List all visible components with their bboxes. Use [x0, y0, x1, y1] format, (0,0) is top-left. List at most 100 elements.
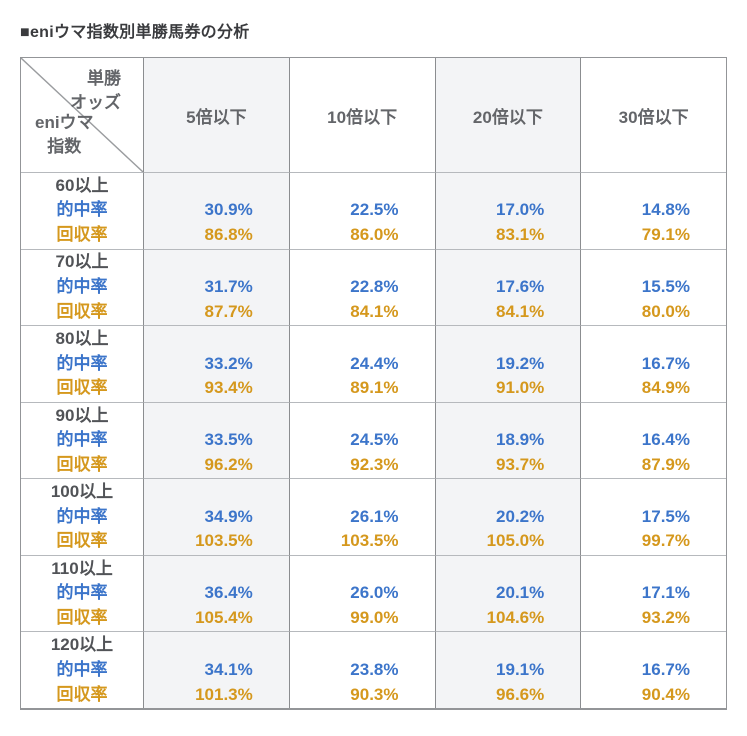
odds-axis-label: 単勝 オッズ	[70, 69, 121, 112]
data-cell: 31.7% 87.7%	[143, 248, 289, 326]
hit-rate-label: 的中率	[56, 506, 108, 526]
recovery-rate-value: 96.2%	[204, 454, 253, 474]
row-label-cell: 70以上 的中率 回収率	[21, 248, 143, 326]
hit-rate-label: 的中率	[56, 353, 108, 373]
hit-rate-value: 17.6%	[496, 277, 545, 297]
hit-rate-value: 16.7%	[641, 353, 690, 373]
recovery-rate-value: 99.7%	[641, 531, 690, 551]
hit-rate-value: 16.7%	[641, 659, 690, 679]
data-cell: 15.5% 80.0%	[580, 248, 726, 326]
recovery-rate-value: 93.7%	[496, 454, 545, 474]
row-label-cell: 90以上 的中率 回収率	[21, 401, 143, 479]
recovery-rate-value: 90.4%	[641, 684, 690, 704]
hit-rate-label: 的中率	[56, 430, 108, 450]
recovery-rate-label: 回収率	[56, 301, 108, 321]
data-cell: 33.2% 93.4%	[143, 325, 289, 402]
hit-rate-value: 24.4%	[350, 353, 399, 373]
hit-rate-value: 20.1%	[496, 583, 545, 603]
row-label: 90以上	[55, 405, 109, 425]
hit-rate-value: 36.4%	[204, 583, 253, 603]
column-header: 30倍以下	[580, 58, 726, 172]
hit-rate-value: 17.1%	[641, 583, 690, 603]
recovery-rate-value: 105.0%	[486, 531, 545, 551]
data-cell: 24.5% 92.3%	[288, 401, 435, 479]
data-cell: 19.2% 91.0%	[434, 325, 581, 402]
recovery-rate-value: 86.8%	[204, 225, 253, 245]
row-label: 120以上	[50, 635, 114, 655]
row-label: 70以上	[55, 252, 109, 272]
recovery-rate-value: 103.5%	[340, 531, 399, 551]
recovery-rate-value: 99.0%	[350, 607, 399, 627]
data-cell: 26.1% 103.5%	[288, 478, 435, 555]
row-label: 110以上	[51, 558, 113, 578]
hit-rate-value: 19.1%	[496, 659, 545, 679]
data-cell: 20.2% 105.0%	[434, 478, 581, 555]
recovery-rate-value: 103.5%	[195, 531, 253, 551]
hit-rate-value: 23.8%	[350, 659, 399, 679]
hit-rate-label: 的中率	[56, 277, 108, 297]
data-cell: 34.9% 103.5%	[143, 478, 289, 555]
recovery-rate-value: 86.0%	[350, 225, 399, 245]
page-title: ■eniウマ指数別単勝馬券の分析	[20, 24, 250, 41]
data-cell: 17.5% 99.7%	[580, 478, 726, 555]
recovery-rate-value: 84.1%	[350, 301, 399, 321]
recovery-rate-label: 回収率	[56, 607, 108, 627]
data-cell: 22.8% 84.1%	[288, 248, 435, 326]
recovery-rate-value: 96.6%	[496, 684, 545, 704]
recovery-rate-value: 84.9%	[641, 378, 690, 398]
row-label: 60以上	[55, 175, 109, 195]
column-header: 20倍以下	[434, 58, 581, 172]
recovery-rate-label: 回収率	[56, 225, 108, 245]
corner-header-cell: 単勝 オッズ eniウマ 指数	[21, 58, 143, 172]
hit-rate-value: 17.0%	[496, 200, 545, 220]
index-axis-label: eniウマ 指数	[35, 113, 94, 156]
data-cell: 17.6% 84.1%	[434, 248, 581, 326]
data-cell: 24.4% 89.1%	[288, 325, 435, 402]
recovery-rate-value: 90.3%	[350, 684, 399, 704]
hit-rate-label: 的中率	[56, 200, 108, 220]
column-header: 10倍以下	[288, 58, 435, 172]
data-cell: 36.4% 105.4%	[143, 554, 289, 632]
hit-rate-value: 34.1%	[204, 659, 253, 679]
recovery-rate-value: 105.4%	[195, 607, 253, 627]
recovery-rate-value: 91.0%	[496, 378, 545, 398]
recovery-rate-value: 93.2%	[641, 607, 690, 627]
data-cell: 16.7% 84.9%	[580, 325, 726, 402]
data-cell: 17.0% 83.1%	[434, 172, 581, 249]
hit-rate-value: 31.7%	[204, 277, 253, 297]
hit-rate-value: 33.2%	[204, 353, 253, 373]
hit-rate-value: 33.5%	[204, 430, 253, 450]
data-cell: 22.5% 86.0%	[288, 172, 435, 249]
row-label-cell: 120以上 的中率 回収率	[21, 631, 143, 708]
data-cell: 23.8% 90.3%	[288, 631, 435, 708]
hit-rate-value: 18.9%	[496, 430, 545, 450]
hit-rate-label: 的中率	[56, 659, 108, 679]
row-label-cell: 110以上 的中率 回収率	[21, 554, 143, 632]
data-cell: 20.1% 104.6%	[434, 554, 581, 632]
recovery-rate-label: 回収率	[56, 684, 108, 704]
recovery-rate-value: 93.4%	[204, 378, 253, 398]
recovery-rate-value: 101.3%	[195, 684, 253, 704]
hit-rate-value: 30.9%	[204, 200, 253, 220]
hit-rate-value: 26.0%	[350, 583, 399, 603]
hit-rate-value: 17.5%	[641, 506, 690, 526]
recovery-rate-label: 回収率	[56, 531, 108, 551]
data-cell: 33.5% 96.2%	[143, 401, 289, 479]
recovery-rate-value: 84.1%	[496, 301, 545, 321]
hit-rate-value: 19.2%	[496, 353, 545, 373]
hit-rate-value: 15.5%	[641, 277, 690, 297]
recovery-rate-label: 回収率	[56, 454, 108, 474]
data-cell: 14.8% 79.1%	[580, 172, 726, 249]
hit-rate-value: 22.8%	[350, 277, 399, 297]
data-cell: 30.9% 86.8%	[143, 172, 289, 249]
hit-rate-value: 24.5%	[350, 430, 399, 450]
diagonal-divider-line	[21, 58, 143, 172]
row-label-cell: 100以上 的中率 回収率	[21, 478, 143, 555]
analysis-table: 単勝 オッズ eniウマ 指数 5倍以下 10倍以下 20倍以下 30倍以下 6…	[20, 57, 727, 710]
row-label-cell: 60以上 的中率 回収率	[21, 172, 143, 249]
hit-rate-value: 14.8%	[641, 200, 690, 220]
row-label: 80以上	[55, 329, 109, 349]
hit-rate-value: 26.1%	[350, 506, 399, 526]
hit-rate-value: 16.4%	[641, 430, 690, 450]
recovery-rate-value: 87.7%	[204, 301, 253, 321]
